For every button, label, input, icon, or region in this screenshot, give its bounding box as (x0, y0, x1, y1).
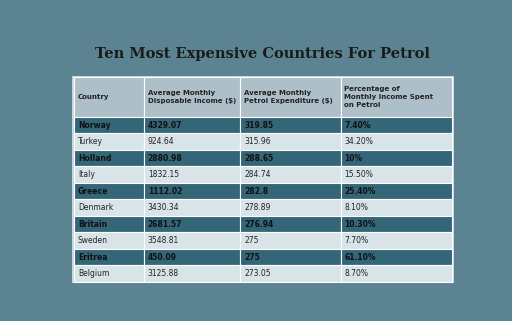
Bar (74, 133, 144, 150)
Bar (240, 265, 340, 282)
Bar (240, 216, 340, 232)
Bar (340, 232, 452, 249)
Text: Belgium: Belgium (78, 269, 109, 278)
Text: Eritrea: Eritrea (78, 253, 108, 262)
Bar (340, 77, 452, 117)
Text: 924.64: 924.64 (148, 137, 175, 146)
Bar (340, 150, 452, 166)
Text: 275: 275 (244, 236, 259, 245)
Bar (144, 232, 240, 249)
Text: Percentage of
Monthly Income Spent
on Petrol: Percentage of Monthly Income Spent on Pe… (345, 86, 434, 108)
Bar (72, 75, 454, 283)
Bar (144, 183, 240, 199)
Text: 3430.34: 3430.34 (148, 203, 180, 212)
Text: 284.74: 284.74 (244, 170, 271, 179)
Text: Norway: Norway (78, 121, 111, 130)
Bar (240, 183, 340, 199)
Bar (240, 77, 340, 117)
Bar (74, 199, 144, 216)
Text: 4329.07: 4329.07 (148, 121, 182, 130)
Text: 8.70%: 8.70% (345, 269, 369, 278)
Bar (74, 166, 144, 183)
Bar (144, 216, 240, 232)
Bar (144, 77, 240, 117)
Text: 8.10%: 8.10% (345, 203, 368, 212)
Bar (74, 232, 144, 249)
Bar (74, 265, 144, 282)
Text: Italy: Italy (78, 170, 95, 179)
Text: 2681.57: 2681.57 (148, 220, 182, 229)
Text: 10%: 10% (345, 154, 362, 163)
Bar (240, 249, 340, 265)
Bar (144, 150, 240, 166)
Text: Britain: Britain (78, 220, 107, 229)
Text: 7.70%: 7.70% (345, 236, 369, 245)
Bar (74, 249, 144, 265)
Bar (144, 265, 240, 282)
Bar (240, 117, 340, 133)
Text: 1832.15: 1832.15 (148, 170, 179, 179)
Text: 315.96: 315.96 (244, 137, 271, 146)
Text: 275: 275 (244, 253, 260, 262)
Bar (74, 183, 144, 199)
Bar (144, 117, 240, 133)
Text: 7.40%: 7.40% (345, 121, 371, 130)
Text: 282.8: 282.8 (244, 187, 268, 196)
Bar (144, 249, 240, 265)
Text: 3548.81: 3548.81 (148, 236, 179, 245)
Bar (240, 199, 340, 216)
Bar (144, 166, 240, 183)
Text: 3125.88: 3125.88 (148, 269, 179, 278)
Text: Country: Country (78, 94, 110, 100)
Bar (240, 166, 340, 183)
Bar (340, 199, 452, 216)
Bar (240, 150, 340, 166)
Text: Turkey: Turkey (78, 137, 103, 146)
Bar (74, 117, 144, 133)
Bar (74, 77, 452, 282)
Bar (74, 216, 144, 232)
Bar (240, 133, 340, 150)
Bar (144, 199, 240, 216)
Text: 278.89: 278.89 (244, 203, 271, 212)
Text: Average Monthly
Petrol Expenditure ($): Average Monthly Petrol Expenditure ($) (244, 90, 333, 104)
Bar (340, 249, 452, 265)
Text: 10.30%: 10.30% (345, 220, 376, 229)
Text: Holland: Holland (78, 154, 111, 163)
Text: 15.50%: 15.50% (345, 170, 373, 179)
Text: 319.85: 319.85 (244, 121, 273, 130)
Bar (340, 166, 452, 183)
Text: 25.40%: 25.40% (345, 187, 376, 196)
Text: Sweden: Sweden (78, 236, 108, 245)
Bar (74, 150, 144, 166)
Text: Denmark: Denmark (78, 203, 113, 212)
Text: Ten Most Expensive Countries For Petrol: Ten Most Expensive Countries For Petrol (95, 47, 430, 61)
Text: 34.20%: 34.20% (345, 137, 373, 146)
Text: 2880.98: 2880.98 (148, 154, 183, 163)
Text: 61.10%: 61.10% (345, 253, 376, 262)
Text: 288.65: 288.65 (244, 154, 273, 163)
Bar (340, 216, 452, 232)
Bar (74, 77, 144, 117)
Text: 273.05: 273.05 (244, 269, 271, 278)
Bar (340, 183, 452, 199)
Text: Average Monthly
Disposable Income ($): Average Monthly Disposable Income ($) (148, 90, 236, 104)
Bar (340, 133, 452, 150)
Bar (340, 117, 452, 133)
Bar (144, 133, 240, 150)
Bar (240, 232, 340, 249)
Text: 276.94: 276.94 (244, 220, 273, 229)
Bar (340, 265, 452, 282)
Text: 1112.02: 1112.02 (148, 187, 182, 196)
Text: 450.09: 450.09 (148, 253, 177, 262)
Text: Greece: Greece (78, 187, 108, 196)
